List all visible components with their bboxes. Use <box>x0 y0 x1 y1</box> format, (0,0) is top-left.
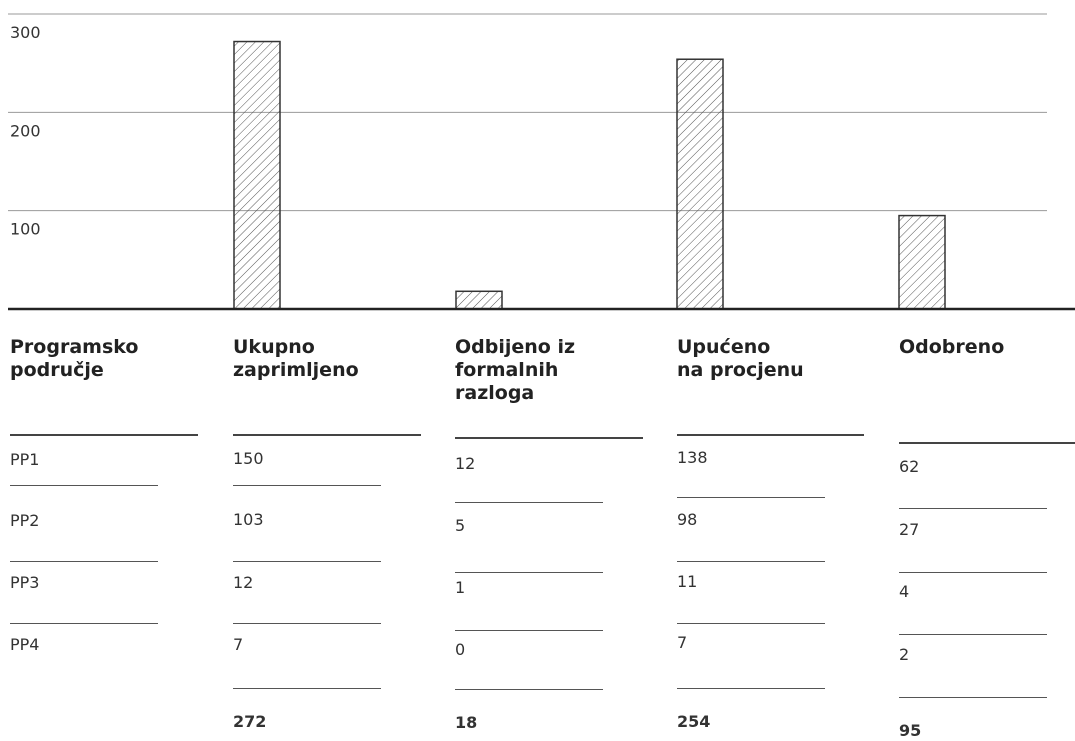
table-cell: PP3 <box>10 573 40 592</box>
column-header: Programsko područje <box>10 336 139 381</box>
table-cell: 5 <box>455 516 466 535</box>
table-cell: 12 <box>233 573 254 592</box>
row-rule <box>233 688 381 689</box>
row-rule <box>10 561 158 562</box>
row-rule <box>677 497 825 498</box>
row-rule <box>10 485 158 486</box>
row-rule <box>455 572 603 573</box>
table-cell: 1 <box>455 578 466 597</box>
column-header: Ukupno zaprimljeno <box>233 336 359 381</box>
table-cell: 62 <box>899 457 920 476</box>
bar-1 <box>233 40 281 310</box>
row-rule <box>899 572 1047 573</box>
total-cell: 18 <box>455 713 478 732</box>
table-cell: 150 <box>233 449 264 468</box>
table-cell: 27 <box>899 520 920 539</box>
total-cell: 272 <box>233 712 267 731</box>
row-rule <box>233 623 381 624</box>
bar-chart: 100 200 300 <box>8 13 1075 311</box>
header-rule <box>233 434 421 436</box>
header-rule <box>899 442 1075 444</box>
y-tick-label: 100 <box>10 220 41 239</box>
column-header: Odbijeno iz formalnih razloga <box>455 336 576 404</box>
bar-4 <box>898 214 946 310</box>
table-cell: PP2 <box>10 511 40 530</box>
row-rule <box>455 502 603 503</box>
row-rule <box>455 689 603 690</box>
row-rule <box>677 623 825 624</box>
header-rule <box>677 434 864 436</box>
row-rule <box>233 485 381 486</box>
row-rule <box>677 561 825 562</box>
bars <box>233 40 946 310</box>
table-cell: PP1 <box>10 450 40 469</box>
table-cell: 11 <box>677 572 698 591</box>
total-cell: 254 <box>677 712 711 731</box>
table-cell: 98 <box>677 510 698 529</box>
y-tick-label: 200 <box>10 121 41 140</box>
y-tick-labels: 100 200 300 <box>10 23 41 239</box>
table-cell: 138 <box>677 448 708 467</box>
y-tick-label: 300 <box>10 23 41 42</box>
bar-3 <box>676 58 724 310</box>
row-rule <box>10 623 158 624</box>
row-rule <box>233 561 381 562</box>
row-rule <box>899 634 1047 635</box>
bar-2 <box>455 290 503 310</box>
total-cell: 95 <box>899 721 922 740</box>
row-rule <box>899 508 1047 509</box>
table-cell: PP4 <box>10 635 40 654</box>
row-rule <box>455 630 603 631</box>
gridlines <box>8 13 1047 212</box>
header-rule <box>455 437 643 439</box>
table-cell: 12 <box>455 454 476 473</box>
row-rule <box>677 688 825 689</box>
column-header: Odobreno <box>899 336 1005 358</box>
column-header: Upućeno na procjenu <box>677 336 804 381</box>
table-cell: 0 <box>455 640 466 659</box>
table-cell: 2 <box>899 645 910 664</box>
header-rule <box>10 434 198 436</box>
table-cell: 7 <box>233 635 244 654</box>
table-cell: 103 <box>233 510 264 529</box>
table-cell: 7 <box>677 633 688 652</box>
table-cell: 4 <box>899 582 910 601</box>
row-rule <box>899 697 1047 698</box>
